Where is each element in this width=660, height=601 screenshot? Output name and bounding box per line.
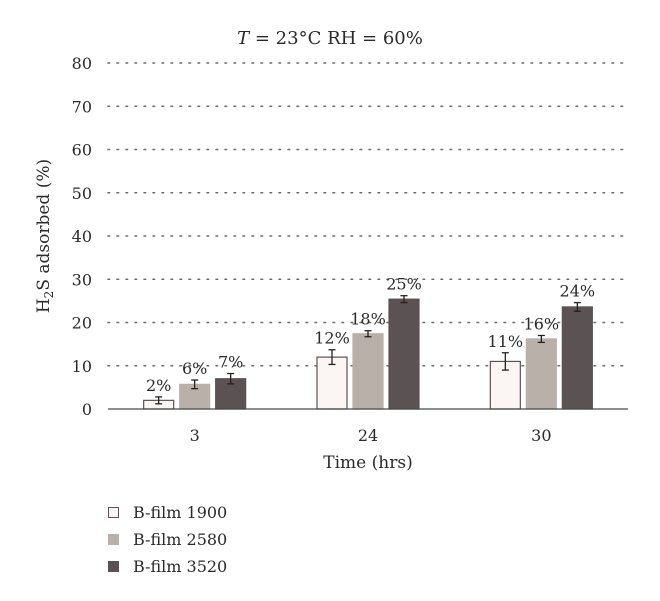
x-axis-ticks: 3 24 30 bbox=[190, 426, 552, 445]
legend-label: B-film 3520 bbox=[133, 557, 228, 576]
y-tick-label: 70 bbox=[72, 97, 92, 116]
legend-swatch bbox=[108, 534, 119, 545]
legend-label: B-film 1900 bbox=[133, 503, 228, 522]
data-label: 12% bbox=[314, 329, 350, 348]
chart-title: T = 23°C RH = 60% bbox=[0, 28, 660, 49]
bars: 2% 6% 7% 12%18%25% 11%16%24% bbox=[143, 275, 596, 410]
y-tick-label: 80 bbox=[72, 54, 92, 73]
y-tick-label: 30 bbox=[72, 270, 92, 289]
bar bbox=[525, 338, 557, 410]
y-tick-label: 0 bbox=[82, 400, 92, 419]
data-label: 18% bbox=[350, 310, 386, 329]
data-label: 24% bbox=[560, 282, 596, 301]
y-axis-label: H2S adsorbed (%) bbox=[34, 159, 56, 313]
bar bbox=[561, 306, 593, 410]
bar bbox=[352, 333, 384, 410]
legend: B-film 1900 B-film 2580 B-film 3520 bbox=[108, 499, 227, 580]
x-tick-label: 24 bbox=[358, 426, 378, 445]
y-label-post: S adsorbed (%) bbox=[34, 159, 54, 291]
legend-label: B-film 2580 bbox=[133, 530, 228, 549]
data-label: 11% bbox=[488, 332, 524, 351]
legend-item-b-film-3520: B-film 3520 bbox=[108, 553, 227, 580]
y-tick-label: 40 bbox=[72, 227, 92, 246]
x-axis-label: Time (hrs) bbox=[323, 453, 412, 473]
y-label-pre: H bbox=[34, 298, 54, 313]
x-tick-label: 3 bbox=[190, 426, 200, 445]
legend-item-b-film-1900: B-film 1900 bbox=[108, 499, 227, 526]
y-axis-ticks: 0 10 20 30 40 50 60 70 80 bbox=[72, 54, 92, 419]
data-label: 7% bbox=[218, 353, 243, 372]
data-label: 6% bbox=[182, 359, 207, 378]
y-tick-label: 60 bbox=[72, 141, 92, 160]
bar bbox=[388, 298, 420, 410]
legend-swatch bbox=[108, 507, 119, 518]
data-label: 16% bbox=[524, 314, 560, 333]
title-variable: T bbox=[237, 28, 250, 49]
data-label: 25% bbox=[386, 275, 422, 294]
x-tick-label: 30 bbox=[531, 426, 551, 445]
y-tick-label: 50 bbox=[72, 184, 92, 203]
legend-swatch bbox=[108, 561, 119, 572]
y-label-sub: 2 bbox=[42, 291, 56, 299]
data-label: 2% bbox=[146, 376, 171, 395]
y-tick-label: 10 bbox=[72, 357, 92, 376]
y-tick-label: 20 bbox=[72, 314, 92, 333]
legend-item-b-film-2580: B-film 2580 bbox=[108, 526, 227, 553]
title-rest: = 23°C RH = 60% bbox=[249, 28, 423, 49]
